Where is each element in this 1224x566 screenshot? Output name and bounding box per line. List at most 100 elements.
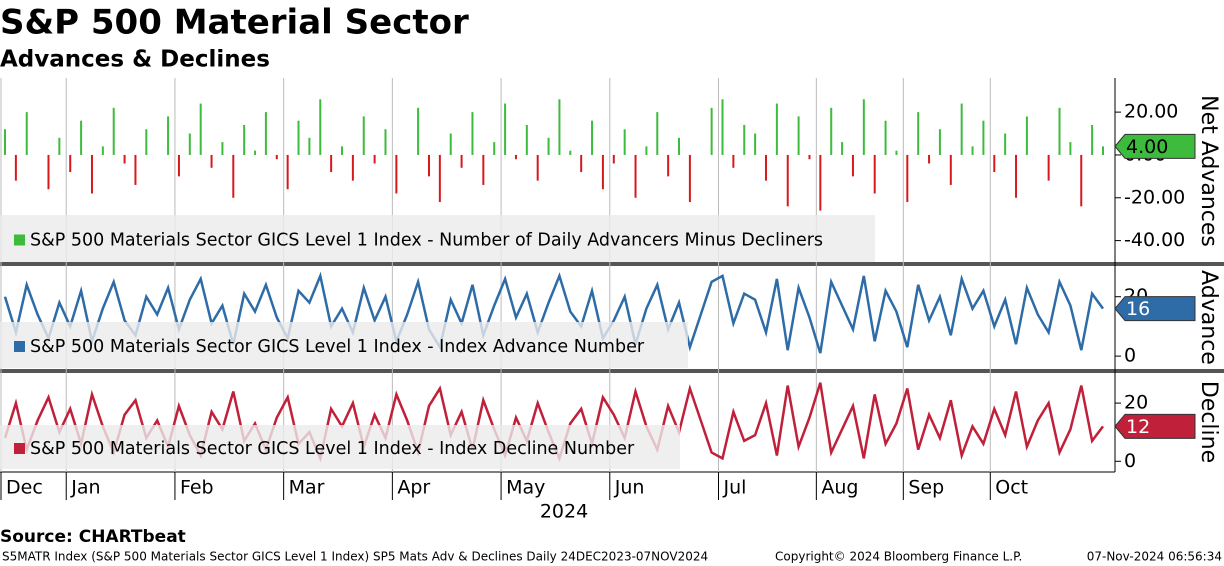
- bar: [797, 116, 800, 155]
- y-axis-title: Advance: [1196, 270, 1221, 365]
- bar: [221, 142, 224, 155]
- bar: [830, 107, 833, 155]
- bar: [47, 154, 50, 190]
- bar: [928, 154, 931, 164]
- bar: [851, 154, 854, 177]
- bar: [308, 137, 311, 155]
- bar: [351, 154, 354, 181]
- legend-label: S&P 500 Materials Sector GICS Level 1 In…: [30, 439, 635, 459]
- bar: [101, 146, 104, 155]
- bar: [514, 154, 517, 160]
- x-tick-label: Aug: [821, 477, 858, 499]
- bar: [58, 137, 61, 155]
- legend-background: [0, 215, 875, 262]
- footer-description: S5MATR Index (S&P 500 Materials Sector G…: [2, 550, 708, 564]
- current-value-label: 12: [1126, 416, 1150, 438]
- bar: [471, 112, 474, 155]
- bar: [993, 154, 996, 173]
- x-tick-label: Dec: [6, 477, 43, 499]
- bar: [786, 154, 789, 207]
- bar: [525, 124, 528, 155]
- bar: [341, 146, 344, 155]
- bar: [656, 112, 659, 155]
- bar: [667, 154, 670, 177]
- bar: [243, 124, 246, 155]
- bar: [710, 107, 713, 155]
- bar: [493, 142, 496, 155]
- y-axis-title: Decline: [1196, 381, 1221, 463]
- footer-timestamp: 07-Nov-2024 06:56:34: [1087, 550, 1222, 564]
- legend-background: [0, 425, 680, 469]
- bar: [721, 99, 724, 155]
- bar: [841, 142, 844, 155]
- bar: [297, 120, 300, 155]
- bar: [678, 137, 681, 155]
- bar: [1102, 146, 1104, 155]
- bar: [80, 120, 83, 155]
- bar: [254, 150, 257, 155]
- bar: [4, 129, 6, 155]
- bar: [580, 154, 583, 173]
- bar: [754, 133, 757, 155]
- bar: [558, 99, 561, 155]
- legend-swatch: [14, 234, 25, 246]
- bar: [645, 146, 648, 155]
- chart-subtitle: Advances & Declines: [0, 47, 270, 73]
- bar: [569, 150, 572, 155]
- bar: [482, 154, 485, 185]
- bar: [90, 154, 93, 194]
- legend-background: [0, 322, 688, 368]
- x-tick-label: Oct: [995, 477, 1028, 499]
- x-tick-label: Mar: [289, 477, 325, 499]
- bar: [808, 154, 811, 160]
- bar: [1080, 154, 1083, 207]
- x-tick-label: Sep: [908, 477, 944, 499]
- bar: [330, 154, 333, 173]
- bar: [819, 154, 822, 211]
- bar: [917, 112, 920, 155]
- bar: [895, 150, 898, 155]
- bar: [591, 120, 594, 155]
- legend-label: S&P 500 Materials Sector GICS Level 1 In…: [30, 337, 645, 357]
- bar: [732, 154, 735, 168]
- bar: [362, 116, 365, 155]
- bar: [862, 99, 865, 155]
- y-tick-label: -40.00: [1124, 229, 1185, 251]
- bar: [123, 154, 126, 164]
- bar: [167, 116, 170, 155]
- bar: [1004, 133, 1007, 155]
- footer-copyright: Copyright© 2024 Bloomberg Finance L.P.: [775, 550, 1022, 564]
- bar: [384, 129, 387, 155]
- x-tick-label: Apr: [397, 477, 430, 499]
- bar: [188, 133, 191, 155]
- bar: [112, 107, 115, 155]
- bar: [938, 129, 941, 155]
- current-value-tag: [1114, 296, 1196, 322]
- bar: [982, 120, 985, 155]
- bar: [145, 129, 148, 155]
- bar: [884, 120, 887, 155]
- current-value-tag: [1114, 133, 1196, 159]
- bar: [688, 154, 691, 203]
- y-axis-title: Net Advances: [1196, 95, 1221, 247]
- bar: [199, 103, 202, 155]
- bar: [634, 154, 637, 198]
- bar: [971, 146, 974, 155]
- x-year-label: 2024: [540, 501, 588, 523]
- bar: [1047, 154, 1050, 181]
- x-tick-label: Jan: [70, 477, 100, 499]
- x-tick-label: Jun: [614, 477, 645, 499]
- bar: [949, 154, 952, 185]
- bar: [210, 154, 213, 168]
- bar: [764, 154, 767, 181]
- bar: [1091, 124, 1094, 155]
- bar: [177, 154, 180, 177]
- bar: [264, 112, 267, 155]
- y-tick-label: 20.00: [1124, 101, 1178, 123]
- current-value-label: 16: [1126, 298, 1150, 320]
- bar: [601, 154, 604, 190]
- bar: [1069, 142, 1072, 155]
- bar: [623, 129, 626, 155]
- legend-swatch: [14, 443, 25, 454]
- bar: [25, 112, 28, 155]
